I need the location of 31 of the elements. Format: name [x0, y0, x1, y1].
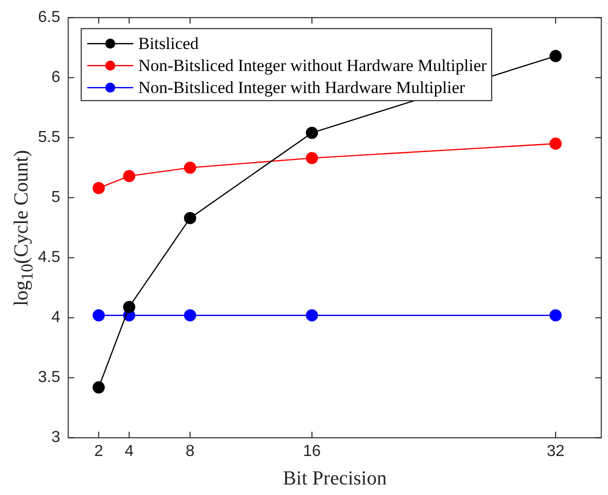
- x-tick-label: 2: [94, 442, 104, 460]
- y-tick-label: 3: [51, 429, 60, 446]
- y-tick-label: 6: [51, 69, 60, 86]
- point: [184, 212, 196, 224]
- point: [306, 152, 318, 164]
- y-tick-label: 3.5: [38, 369, 60, 386]
- x-tick-label: 16: [303, 442, 321, 460]
- legend-label: Non-Bitsliced Integer without Hardware Multiplier: [138, 56, 487, 76]
- x-axis-title: Bit Precision: [282, 467, 387, 490]
- point: [123, 170, 136, 182]
- y-tick-label: 6.5: [38, 9, 60, 26]
- y-tick-label: 5.5: [38, 129, 60, 146]
- point: [550, 138, 562, 150]
- x-tick-label: 32: [546, 442, 565, 460]
- point: [123, 300, 136, 314]
- point: [306, 309, 318, 322]
- x-tick-label: 4: [124, 442, 134, 460]
- y-tick-label: 4: [51, 309, 60, 326]
- point: [184, 162, 196, 174]
- legend-label: Bitsliced: [138, 34, 200, 54]
- y-tick-label: 5: [51, 189, 60, 206]
- point: [550, 50, 562, 62]
- point: [550, 309, 562, 322]
- point: [184, 309, 196, 322]
- y-tick-label: 4.5: [38, 249, 60, 266]
- point: [92, 309, 105, 322]
- point: [92, 381, 105, 394]
- point: [92, 182, 105, 194]
- legend-label: Non-Bitsliced Integer with Hardware Multiplier: [138, 78, 466, 98]
- x-tick-label: 8: [186, 442, 195, 460]
- point: [306, 126, 318, 139]
